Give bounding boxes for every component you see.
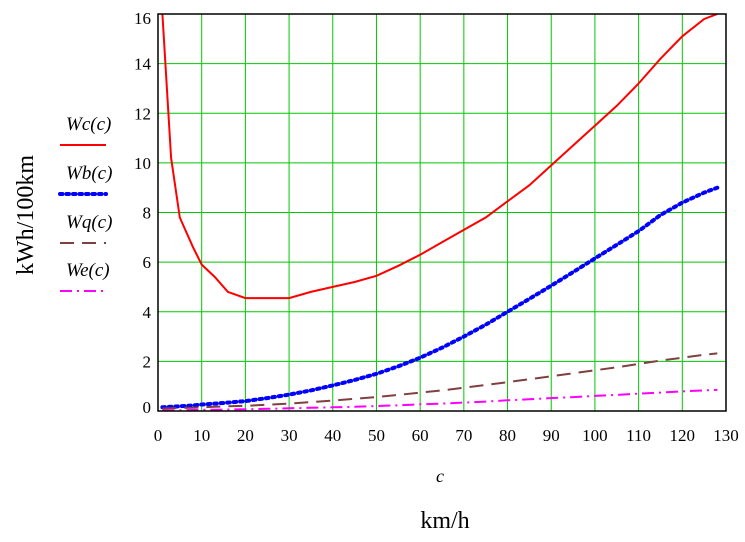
x-tick-label: 110 xyxy=(626,426,651,445)
x-tick-label: 20 xyxy=(237,426,254,445)
x-tick-label: 60 xyxy=(412,426,429,445)
series-line-wcc xyxy=(161,14,718,300)
y-tick-label: 6 xyxy=(143,253,152,272)
plot-frame xyxy=(157,13,727,412)
y-tick-label: 0 xyxy=(143,398,152,417)
y-tick-label: 4 xyxy=(143,303,152,322)
y-tick-label: 12 xyxy=(134,104,151,123)
x-tick-label: 80 xyxy=(499,426,516,445)
x-axis-variable: c xyxy=(436,466,444,486)
x-tick-label: 30 xyxy=(281,426,298,445)
grid xyxy=(157,13,727,412)
series-group xyxy=(160,14,720,411)
series-line-wqc xyxy=(162,352,718,410)
y-tick-label: 14 xyxy=(134,55,152,74)
x-tick-label: 100 xyxy=(582,426,608,445)
x-tick-label: 50 xyxy=(368,426,385,445)
x-tick-label: 40 xyxy=(324,426,341,445)
x-tick-label: 120 xyxy=(670,426,696,445)
x-tick-labels: 0 10 20 30 40 50 60 70 80 90 100 110 120 130 xyxy=(154,426,739,445)
y-tick-labels: 0 2 4 6 8 10 12 14 16 xyxy=(134,9,152,417)
x-tick-label: 10 xyxy=(193,426,210,445)
x-tick-label: 0 xyxy=(154,426,163,445)
y-tick-label: 16 xyxy=(134,9,151,28)
x-tick-label: 70 xyxy=(455,426,472,445)
y-tick-label: 2 xyxy=(143,352,152,371)
y-tick-label: 10 xyxy=(134,154,151,173)
series-line-wec xyxy=(162,388,718,411)
y-tick-label: 8 xyxy=(143,204,152,223)
legend: Wc(c) Wb(c) Wq(c) We(c) xyxy=(58,114,112,292)
legend-label: Wq(c) xyxy=(66,212,112,233)
x-tick-label: 130 xyxy=(713,426,739,445)
x-tick-label: 90 xyxy=(543,426,560,445)
series-line-wbc xyxy=(160,185,720,410)
y-axis-label: kWh/100km xyxy=(13,155,39,275)
legend-label: Wb(c) xyxy=(66,163,112,184)
x-axis-unit: km/h xyxy=(420,508,469,534)
legend-label: We(c) xyxy=(66,260,110,281)
legend-label: Wc(c) xyxy=(66,114,111,135)
